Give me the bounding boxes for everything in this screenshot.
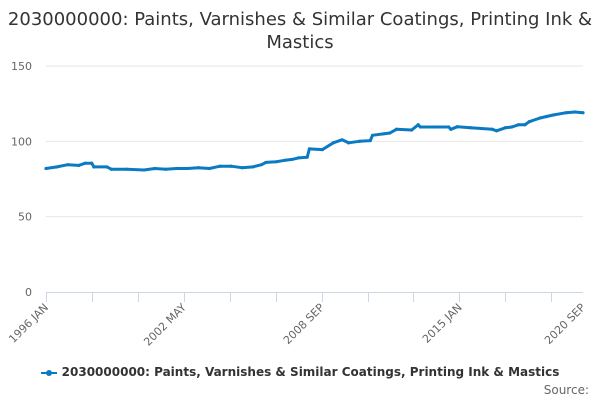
data-point [307, 147, 311, 151]
data-point [479, 126, 483, 131]
data-point [305, 155, 309, 159]
data-point [240, 166, 244, 170]
data-point [416, 123, 420, 127]
data-point [545, 114, 549, 119]
data-point [66, 163, 70, 167]
data-point [490, 127, 494, 131]
data-point [142, 168, 146, 172]
legend-item[interactable]: 2030000000: Paints, Varnishes & Similar … [0, 365, 600, 379]
data-point [153, 166, 157, 171]
data-point [175, 166, 179, 171]
data-point [551, 113, 555, 117]
data-point [449, 127, 453, 131]
data-point [527, 120, 531, 124]
data-point [251, 165, 255, 169]
data-point [573, 110, 577, 114]
data-point [368, 138, 372, 143]
data-point [346, 141, 351, 145]
data-point [331, 141, 335, 145]
data-point [124, 167, 129, 171]
data-point [357, 139, 362, 143]
x-tick-label: 2015 JAN [420, 301, 465, 346]
data-point [296, 156, 301, 160]
data-point [92, 165, 96, 169]
data-point [510, 125, 514, 129]
y-tick-label: 0 [25, 286, 32, 299]
data-point [320, 148, 325, 152]
data-point [229, 164, 233, 168]
data-point [410, 128, 414, 132]
data-point [468, 126, 473, 130]
data-point [494, 129, 499, 133]
data-point [370, 133, 375, 137]
chart-title: 2030000000: Paints, Varnishes & Similar … [7, 9, 593, 53]
data-point [275, 160, 279, 164]
data-point [436, 125, 440, 129]
data-point [455, 125, 460, 129]
y-tick-label: 100 [11, 135, 32, 148]
data-point [44, 166, 48, 171]
y-tick-label: 50 [18, 211, 32, 224]
data-point [447, 125, 451, 129]
data-point [564, 111, 568, 115]
data-point [283, 158, 288, 162]
data-point [388, 131, 392, 135]
x-tick-label: 1996 JAN [6, 301, 51, 346]
y-tick-label: 150 [11, 60, 32, 73]
x-tick-label: 2008 SEP [281, 301, 327, 347]
data-point [90, 161, 94, 165]
data-point [340, 138, 344, 142]
data-point [290, 157, 294, 162]
legend-label: 2030000000: Paints, Varnishes & Similar … [61, 365, 560, 379]
source-label: Source: [543, 383, 589, 397]
x-tick-label: 2020 SEP [542, 301, 588, 347]
series-line-marker-icon [40, 369, 57, 376]
data-point [259, 163, 264, 167]
data-point [503, 126, 507, 130]
data-point [516, 123, 520, 127]
data-point [218, 164, 222, 168]
data-point [418, 125, 422, 129]
data-point [196, 166, 200, 170]
data-point [105, 165, 109, 169]
data-point [164, 167, 168, 171]
data-point [185, 166, 190, 171]
data-point [109, 167, 113, 171]
x-tick-label: 2002 MAY [141, 301, 189, 349]
data-point [77, 163, 81, 168]
data-point [581, 111, 585, 115]
data-point [523, 123, 527, 127]
data-point [264, 160, 268, 165]
data-point [83, 161, 87, 165]
data-point [207, 166, 211, 171]
data-point [538, 116, 542, 120]
data-point [55, 165, 59, 169]
data-point [394, 127, 399, 131]
